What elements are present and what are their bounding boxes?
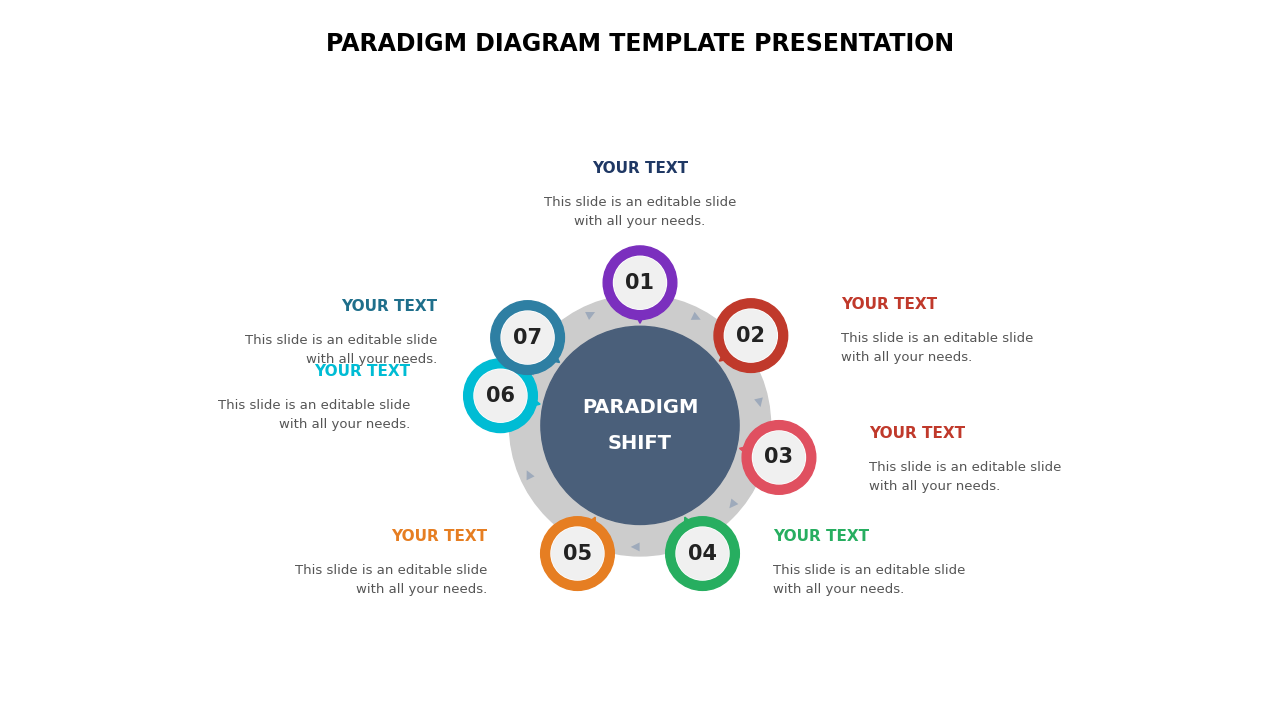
Polygon shape xyxy=(620,283,660,323)
Text: PARADIGM: PARADIGM xyxy=(582,398,698,417)
Text: This slide is an editable slide
with all your needs.: This slide is an editable slide with all… xyxy=(544,196,736,228)
Text: 03: 03 xyxy=(764,447,794,467)
Text: This slide is an editable slide
with all your needs.: This slide is an editable slide with all… xyxy=(773,564,965,595)
Text: 01: 01 xyxy=(626,273,654,293)
Polygon shape xyxy=(559,517,595,562)
Circle shape xyxy=(550,527,604,580)
Circle shape xyxy=(541,326,739,524)
Text: YOUR TEXT: YOUR TEXT xyxy=(869,426,965,441)
Text: This slide is an editable slide
with all your needs.: This slide is an editable slide with all… xyxy=(244,334,438,366)
Circle shape xyxy=(500,311,554,364)
Circle shape xyxy=(742,420,815,495)
Polygon shape xyxy=(497,376,540,415)
Circle shape xyxy=(714,299,787,372)
Circle shape xyxy=(509,294,771,556)
Text: YOUR TEXT: YOUR TEXT xyxy=(591,161,689,176)
Text: YOUR TEXT: YOUR TEXT xyxy=(841,297,937,312)
Circle shape xyxy=(475,370,526,421)
Text: 05: 05 xyxy=(563,544,593,564)
Text: PARADIGM DIAGRAM TEMPLATE PRESENTATION: PARADIGM DIAGRAM TEMPLATE PRESENTATION xyxy=(326,32,954,56)
Text: 07: 07 xyxy=(513,328,543,348)
Text: YOUR TEXT: YOUR TEXT xyxy=(340,299,438,314)
Circle shape xyxy=(603,246,677,320)
Text: YOUR TEXT: YOUR TEXT xyxy=(773,528,869,544)
Circle shape xyxy=(474,369,527,422)
Circle shape xyxy=(552,528,603,580)
Circle shape xyxy=(753,432,805,483)
Text: 02: 02 xyxy=(736,325,765,346)
Text: YOUR TEXT: YOUR TEXT xyxy=(314,364,410,379)
Text: SHIFT: SHIFT xyxy=(608,433,672,453)
Text: This slide is an editable slide
with all your needs.: This slide is an editable slide with all… xyxy=(869,461,1061,492)
Circle shape xyxy=(490,301,564,374)
Circle shape xyxy=(540,517,614,590)
Circle shape xyxy=(724,309,777,362)
Polygon shape xyxy=(685,517,721,562)
Text: 06: 06 xyxy=(486,386,515,406)
Polygon shape xyxy=(740,438,783,477)
Circle shape xyxy=(724,310,777,361)
Circle shape xyxy=(613,256,667,310)
Circle shape xyxy=(614,257,666,308)
Text: This slide is an editable slide
with all your needs.: This slide is an editable slide with all… xyxy=(294,564,488,595)
Circle shape xyxy=(463,359,538,433)
Text: YOUR TEXT: YOUR TEXT xyxy=(390,528,488,544)
Circle shape xyxy=(677,528,728,580)
Circle shape xyxy=(666,517,740,590)
Text: This slide is an editable slide
with all your needs.: This slide is an editable slide with all… xyxy=(841,332,1034,364)
Text: 04: 04 xyxy=(689,544,717,564)
Polygon shape xyxy=(719,320,764,361)
Polygon shape xyxy=(515,322,559,362)
Circle shape xyxy=(676,527,730,580)
Circle shape xyxy=(753,431,805,484)
Text: This slide is an editable slide
with all your needs.: This slide is an editable slide with all… xyxy=(218,399,410,431)
Circle shape xyxy=(502,312,553,364)
